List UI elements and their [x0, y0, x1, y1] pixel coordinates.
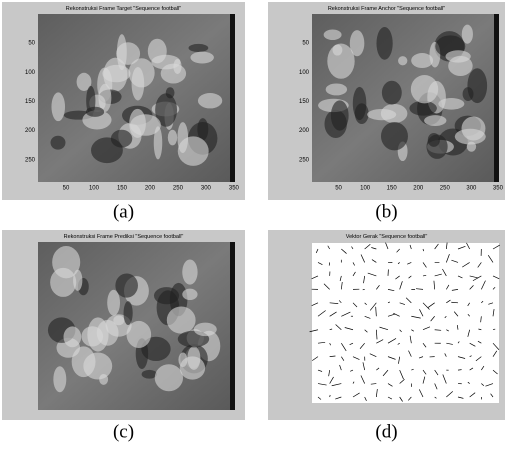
image-texture	[427, 134, 448, 158]
image-texture	[182, 259, 197, 284]
image-texture	[424, 115, 446, 126]
image-texture	[72, 346, 96, 377]
x-tick-label: 50	[63, 186, 70, 192]
image-texture	[350, 30, 365, 56]
y-tick-label: 200	[299, 128, 310, 134]
image-texture	[411, 75, 438, 103]
image-texture	[353, 87, 367, 120]
x-tick-label: 250	[173, 186, 184, 192]
image-texture	[382, 81, 402, 105]
image-texture	[51, 136, 66, 150]
image-texture	[154, 287, 179, 304]
image-texture	[178, 136, 209, 165]
image-texture	[86, 107, 104, 117]
image-texture	[189, 44, 209, 52]
panel-title: Rekonstruksi Frame Anchor "Sequence foot…	[328, 6, 445, 12]
caption: (b)	[375, 201, 397, 222]
y-tick-label: 250	[25, 157, 36, 163]
x-tick-label: 100	[360, 186, 371, 192]
image-edge	[230, 242, 235, 410]
image-texture	[81, 326, 103, 346]
x-tick-label: 200	[145, 186, 156, 192]
image-texture	[180, 356, 205, 379]
image-texture	[73, 270, 82, 291]
figure: Rekonstruksi Frame Target "Sequence foot…	[0, 0, 507, 449]
image-texture	[99, 374, 108, 385]
image-texture	[198, 93, 222, 108]
x-tick-label: 250	[440, 186, 451, 192]
image-texture	[331, 100, 349, 130]
plot-area	[312, 243, 499, 403]
image-texture	[467, 68, 487, 103]
panel-title: Vektor Gerak "Sequence football"	[346, 234, 428, 240]
image-texture	[116, 42, 140, 65]
image-texture	[64, 326, 82, 347]
y-tick-label: 150	[25, 99, 36, 105]
image-texture	[132, 67, 145, 100]
image-texture	[129, 109, 146, 138]
image-texture	[326, 83, 347, 95]
y-tick-label: 250	[299, 157, 310, 163]
y-tick-label: 100	[25, 70, 36, 76]
caption: (a)	[113, 201, 134, 222]
y-tick-label: 50	[302, 41, 309, 47]
image-texture	[438, 98, 464, 110]
x-tick-label: 150	[387, 186, 398, 192]
image-texture	[124, 301, 133, 325]
x-tick-label: 350	[493, 186, 504, 192]
image-texture	[462, 25, 473, 44]
image-texture	[168, 130, 177, 146]
image-texture	[398, 56, 407, 65]
y-tick-label: 200	[25, 128, 36, 134]
image-edge	[494, 14, 499, 182]
image-texture	[107, 290, 120, 316]
caption: (c)	[113, 421, 134, 442]
caption: (d)	[375, 421, 397, 442]
x-tick-label: 150	[117, 186, 128, 192]
image-texture	[161, 64, 186, 84]
image-texture	[367, 109, 396, 120]
image-texture	[166, 87, 175, 98]
image-edge	[230, 14, 235, 182]
y-tick-label: 100	[299, 70, 310, 76]
image-texture	[91, 137, 123, 163]
image-texture	[376, 27, 392, 60]
panel-title: Rekonstruksi Frame Prediksi "Sequence fo…	[64, 234, 184, 240]
image-texture	[155, 364, 183, 391]
image-texture	[324, 29, 342, 40]
image-texture	[142, 370, 157, 379]
x-tick-label: 350	[229, 186, 240, 192]
y-tick-label: 50	[28, 41, 35, 47]
image-texture	[455, 129, 486, 145]
x-tick-label: 50	[335, 186, 342, 192]
image-texture	[182, 289, 197, 300]
image-texture	[53, 366, 66, 392]
image-texture	[190, 52, 213, 64]
image-texture	[381, 122, 408, 150]
x-tick-label: 300	[466, 186, 477, 192]
image-texture	[167, 307, 196, 334]
image-texture	[51, 92, 65, 121]
image-texture	[411, 53, 433, 68]
image-texture	[446, 50, 471, 62]
image-texture	[194, 323, 217, 337]
x-tick-label: 300	[201, 186, 212, 192]
x-tick-label: 100	[89, 186, 100, 192]
image-texture	[50, 268, 76, 297]
panel-title: Rekonstruksi Frame Target "Sequence foot…	[66, 6, 181, 12]
image-texture	[127, 321, 152, 348]
image-texture	[115, 273, 138, 297]
y-tick-label: 150	[299, 99, 310, 105]
x-tick-label: 200	[413, 186, 424, 192]
